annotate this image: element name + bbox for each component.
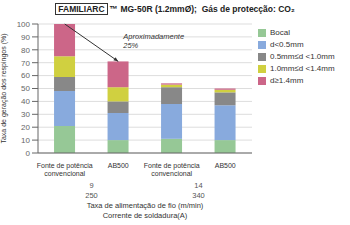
html-text:d≥1.4mm: d≥1.4mm [270, 76, 304, 85]
svg-text:AB500: AB500 [108, 162, 129, 169]
html-text:FAMILIARC: FAMILIARC [58, 4, 105, 14]
html-text:Bocal: Bocal [270, 28, 290, 37]
html-text:d<0.5mm: d<0.5mm [270, 40, 304, 49]
svg-text:Fonte de potência: Fonte de potência [144, 162, 200, 170]
svg-text:70: 70 [21, 59, 30, 68]
svg-text:convencional: convencional [151, 170, 192, 177]
svg-text:25%: 25% [122, 41, 138, 50]
svg-text:40: 40 [21, 97, 30, 106]
svg-text:10: 10 [21, 136, 30, 145]
svg-text:convencional: convencional [44, 170, 85, 177]
svg-text:30: 30 [21, 110, 30, 119]
svg-text:340: 340 [192, 191, 205, 200]
svg-text:0: 0 [26, 149, 31, 158]
svg-text:Corrente de soldadura(A): Corrente de soldadura(A) [103, 211, 188, 220]
svg-text:Taxa de geração dos respingos: Taxa de geração dos respingos (%) [8, 33, 9, 143]
html-text:0.5mm≤d <1.0mm: 0.5mm≤d <1.0mm [270, 52, 335, 61]
svg-text:60: 60 [21, 71, 30, 80]
html-text:™ MG-50R (1.2mmØ); Gás de prot: ™ MG-50R (1.2mmØ); Gás de protecção: CO₂ [109, 4, 295, 14]
svg-text:250: 250 [85, 191, 98, 200]
svg-text:AB500: AB500 [215, 162, 236, 169]
svg-text:Aproximadamente: Aproximadamente [122, 32, 184, 41]
svg-text:Fonte de potência: Fonte de potência [37, 162, 93, 170]
html-text:1.0mm≤d <1.4mm: 1.0mm≤d <1.4mm [270, 64, 335, 73]
svg-text:80: 80 [21, 46, 30, 55]
svg-text:100: 100 [17, 20, 31, 29]
svg-text:9: 9 [89, 181, 93, 190]
svg-text:50: 50 [21, 84, 30, 93]
svg-text:Taxa de alimentação de fio (m/: Taxa de alimentação de fio (m/min) [87, 201, 204, 210]
svg-text:14: 14 [194, 181, 202, 190]
svg-text:90: 90 [21, 33, 30, 42]
svg-text:20: 20 [21, 123, 30, 132]
